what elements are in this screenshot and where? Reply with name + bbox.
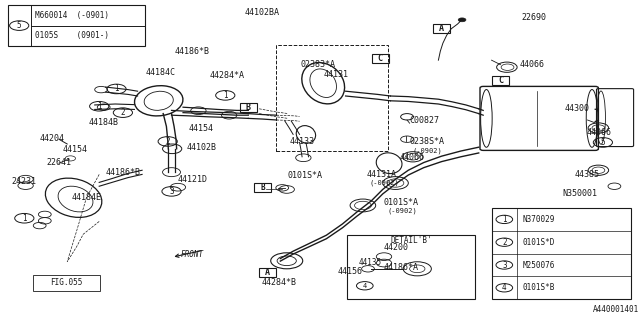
Text: 0101S*D: 0101S*D	[522, 238, 555, 247]
Text: (-0902): (-0902)	[370, 180, 399, 186]
Text: 44131: 44131	[323, 70, 348, 79]
Text: N370029: N370029	[522, 215, 555, 224]
Text: 44154: 44154	[189, 124, 214, 133]
Text: 4: 4	[363, 283, 367, 289]
Text: 1: 1	[223, 91, 228, 100]
Text: 44284*B: 44284*B	[261, 278, 296, 287]
Text: 44131A: 44131A	[366, 170, 396, 179]
Text: 1: 1	[502, 215, 507, 224]
Text: N350001: N350001	[562, 189, 597, 198]
Text: 4: 4	[502, 283, 507, 292]
Text: 2: 2	[502, 238, 507, 247]
Text: 3: 3	[169, 187, 174, 196]
Text: 44200: 44200	[384, 243, 409, 252]
Text: C: C	[498, 76, 503, 85]
Text: FIG.055: FIG.055	[51, 278, 83, 287]
Text: B: B	[246, 103, 251, 112]
Text: A440001401: A440001401	[593, 305, 639, 314]
Text: C: C	[378, 54, 383, 63]
Text: (-0902): (-0902)	[412, 147, 442, 154]
Text: FRONT: FRONT	[180, 250, 204, 259]
Text: 2: 2	[120, 108, 125, 117]
Text: 0105S    (0901-): 0105S (0901-)	[35, 31, 109, 40]
Text: 1: 1	[97, 102, 102, 111]
Text: 0101S*A: 0101S*A	[384, 198, 419, 207]
Text: 44186*B: 44186*B	[174, 47, 209, 56]
Text: 24231: 24231	[12, 177, 36, 186]
Text: A: A	[265, 268, 270, 277]
Text: 44385: 44385	[575, 170, 600, 179]
Text: B: B	[260, 183, 265, 192]
Text: 0101S*A: 0101S*A	[288, 171, 323, 180]
Text: 44102BA: 44102BA	[244, 8, 280, 17]
Text: A: A	[439, 24, 444, 33]
Text: 2: 2	[165, 137, 170, 146]
Text: 5: 5	[600, 138, 605, 147]
Text: 44154: 44154	[63, 145, 88, 154]
Text: 44156: 44156	[338, 268, 363, 276]
Text: 02383*A: 02383*A	[301, 60, 336, 68]
Text: 3: 3	[502, 260, 507, 269]
Text: 44204: 44204	[40, 134, 65, 143]
Text: 44284*A: 44284*A	[210, 71, 245, 80]
Text: 44300: 44300	[564, 104, 589, 113]
Text: 44186*B: 44186*B	[106, 168, 141, 177]
Text: 44184C: 44184C	[146, 68, 176, 77]
Text: 1: 1	[22, 214, 27, 223]
Text: 44133: 44133	[289, 137, 314, 146]
Text: 1: 1	[114, 84, 119, 93]
Text: DETAIL'B': DETAIL'B'	[390, 236, 432, 245]
Text: C00827: C00827	[410, 116, 440, 125]
Text: 44135: 44135	[358, 258, 381, 267]
Text: 5: 5	[17, 21, 22, 30]
Text: 44121D: 44121D	[178, 175, 208, 184]
Circle shape	[458, 18, 466, 22]
Text: 44184B: 44184B	[88, 118, 118, 127]
Text: 44186*A: 44186*A	[384, 263, 419, 272]
Text: M250076: M250076	[522, 260, 555, 269]
Text: 22690: 22690	[522, 13, 547, 22]
Text: 44102B: 44102B	[187, 143, 217, 152]
Text: 44066: 44066	[400, 153, 425, 162]
Text: 0238S*A: 0238S*A	[410, 137, 445, 146]
Text: 44184E: 44184E	[72, 193, 102, 202]
Text: 44066: 44066	[586, 128, 611, 137]
Text: 44066: 44066	[520, 60, 545, 68]
Text: (-0902): (-0902)	[388, 208, 417, 214]
Text: 0101S*B: 0101S*B	[522, 283, 555, 292]
Text: 22641: 22641	[46, 158, 71, 167]
Text: M660014  (-0901): M660014 (-0901)	[35, 11, 109, 20]
